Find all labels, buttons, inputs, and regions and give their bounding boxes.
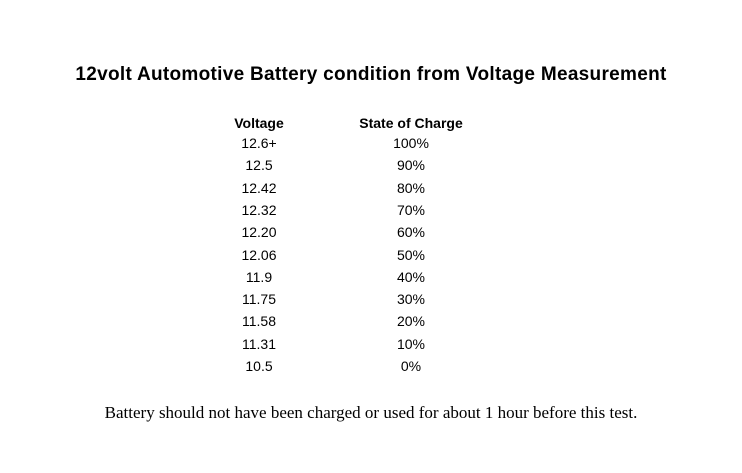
column-header: Voltage [234, 115, 284, 131]
charge-cell: 90% [396, 157, 426, 174]
voltage-cell: 11.9 [245, 268, 273, 285]
voltage-cell: 11.75 [242, 291, 276, 308]
voltage-cell: 12.6+ [241, 135, 277, 151]
charge-cell: 20% [396, 313, 426, 330]
voltage-cell: 12.20 [241, 224, 277, 241]
charge-cell: 50% [396, 246, 426, 263]
charge-cell: 80% [396, 179, 426, 196]
charge-cell: 100% [393, 135, 429, 151]
voltage-cell: 11.31 [242, 335, 276, 352]
voltage-cell: 12.42 [241, 179, 277, 196]
voltage-cell: 12.5 [245, 157, 273, 174]
footnote: Battery should not have been charged or … [104, 403, 638, 422]
charge-cell: 30% [396, 291, 426, 308]
title: 12volt Automotive Battery condition from… [75, 64, 667, 85]
charge-cell: 60% [396, 224, 426, 241]
charge-cell: 0% [400, 358, 422, 374]
voltage-cell: 12.06 [241, 246, 277, 263]
voltage-cell: 11.58 [242, 313, 276, 330]
voltage-cell: 12.32 [241, 201, 277, 218]
charge-cell: 10% [396, 335, 426, 352]
column-header: State of Charge [359, 115, 463, 131]
charge-cell: 70% [396, 201, 426, 218]
charge-cell: 40% [396, 268, 426, 285]
voltage-cell: 10.5 [245, 358, 273, 374]
